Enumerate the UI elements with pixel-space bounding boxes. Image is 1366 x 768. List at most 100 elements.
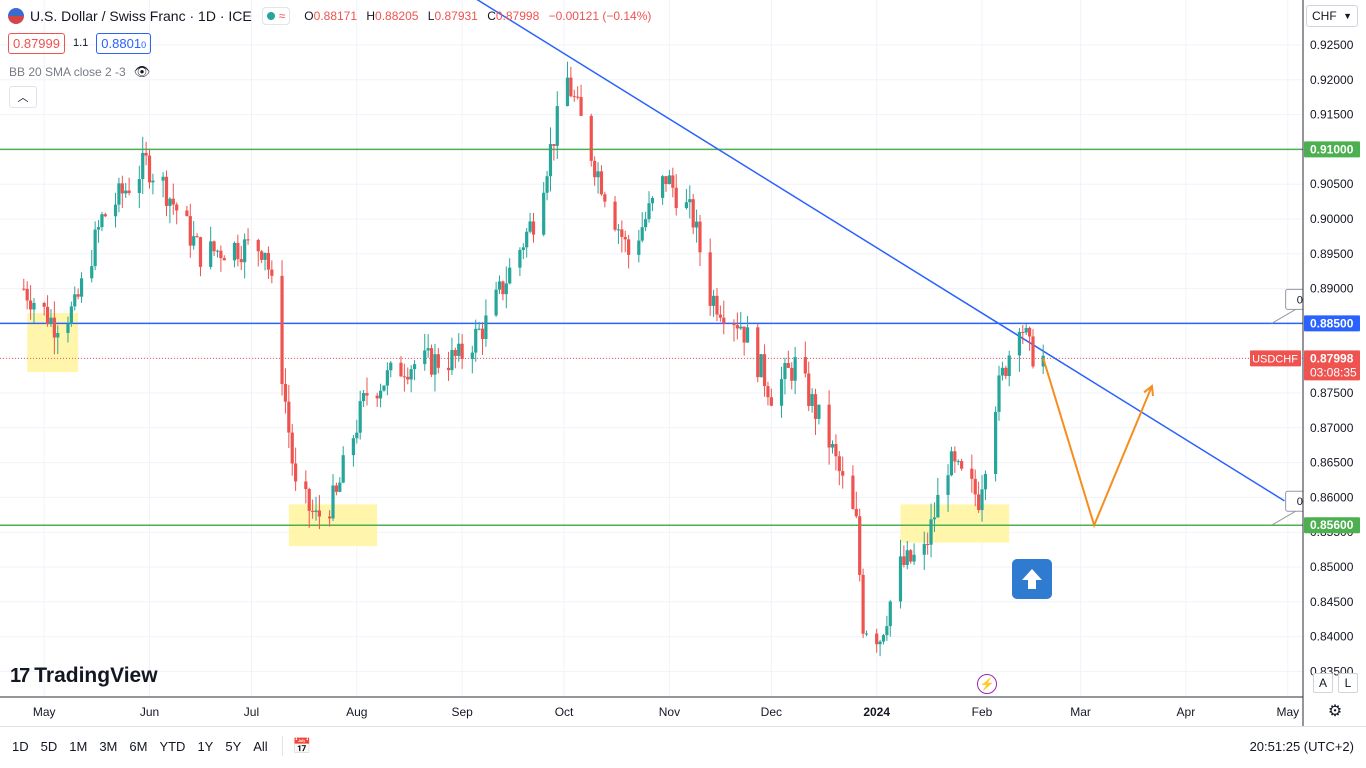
candle-body: [117, 183, 121, 205]
candle-body: [1017, 331, 1022, 356]
candle-body: [878, 641, 882, 645]
candle-body: [474, 328, 478, 353]
current-price-label: 0.87998: [1310, 351, 1354, 365]
auto-scale-button[interactable]: A: [1313, 673, 1333, 693]
currency-select[interactable]: CHF ▼: [1306, 5, 1358, 27]
candle-body: [864, 633, 869, 635]
candle-body: [280, 275, 284, 385]
range-1y-button[interactable]: 1Y: [197, 738, 214, 754]
price-axis-level-label: 0.88500: [1310, 316, 1354, 330]
candle-body: [365, 393, 369, 396]
candle-body: [100, 214, 104, 228]
candle-body: [793, 357, 797, 381]
wave-icon: ≈: [278, 9, 286, 23]
candle-body: [898, 556, 903, 602]
price-tick-label: 0.89000: [1310, 282, 1354, 296]
candle-body: [501, 281, 505, 295]
candle-body: [827, 404, 831, 448]
low-value: 0.87931: [434, 9, 478, 23]
market-status-badge[interactable]: ≈: [261, 7, 291, 25]
log-scale-button[interactable]: L: [1338, 673, 1358, 693]
candle-body: [769, 397, 773, 406]
price-tick-label: 0.90000: [1310, 212, 1354, 226]
candle-body: [766, 386, 770, 398]
candle-body: [528, 221, 532, 232]
candle-body: [317, 510, 322, 517]
candle-body: [909, 550, 913, 562]
candle-body: [593, 160, 597, 178]
price-tick-label: 0.90500: [1310, 177, 1354, 191]
candle-body: [627, 239, 631, 255]
candle-body: [739, 326, 743, 329]
candle-body: [497, 281, 502, 290]
candle-body: [756, 327, 760, 378]
price-tick-label: 0.84000: [1310, 630, 1354, 644]
candle-body: [341, 455, 345, 483]
time-tick-label: Sep: [451, 705, 473, 719]
candle-body: [861, 574, 865, 634]
range-5d-button[interactable]: 5D: [40, 738, 58, 754]
lightning-event-icon[interactable]: ⚡: [977, 674, 997, 694]
collapse-legend-button[interactable]: ︿: [9, 86, 37, 108]
range-3m-button[interactable]: 3M: [99, 738, 118, 754]
candle-body: [144, 152, 148, 156]
candle-body: [929, 519, 933, 545]
price-axis-level-tag: [1304, 517, 1360, 534]
candle-body: [576, 96, 580, 98]
range-6m-button[interactable]: 6M: [129, 738, 148, 754]
calendar-range-icon[interactable]: 📅: [292, 738, 312, 755]
candle-body: [25, 288, 29, 301]
candle-body: [783, 363, 787, 380]
candle-body: [52, 317, 56, 338]
eye-hidden-icon[interactable]: 👁: [133, 64, 151, 79]
range-1d-button[interactable]: 1D: [12, 738, 29, 754]
countdown-label: 03:08:35: [1310, 365, 1357, 379]
candle-body: [215, 250, 220, 252]
callout-pointer: [1271, 510, 1296, 526]
candle-body: [837, 456, 841, 472]
candle-body: [436, 354, 440, 368]
us-flag-icon: [8, 8, 24, 24]
toolbar-divider: [281, 736, 283, 756]
candle-body: [171, 198, 175, 205]
range-1m-button[interactable]: 1M: [69, 738, 88, 754]
candle-body: [640, 227, 644, 241]
candle-body: [708, 252, 712, 306]
candle-body: [779, 379, 784, 406]
range-all-button[interactable]: All: [253, 738, 268, 754]
tradingview-logo[interactable]: 17 TradingView: [10, 664, 158, 688]
candle-body: [623, 236, 627, 240]
buy-button[interactable]: 0.88010: [96, 32, 152, 54]
support-zone-highlight: [900, 504, 1010, 543]
candle-body: [994, 411, 998, 474]
symbol-title[interactable]: U.S. Dollar / Swiss Franc · 1D · ICE: [30, 8, 252, 24]
sell-button[interactable]: 0.87999: [8, 32, 65, 54]
candle-body: [124, 190, 128, 194]
trend-line: [476, 0, 1285, 502]
candle-body: [956, 461, 960, 463]
candle-body: [290, 432, 294, 464]
candle-body: [304, 481, 308, 490]
chevron-down-icon: ▼: [1343, 11, 1352, 21]
time-tick-label: Oct: [555, 705, 574, 719]
bid-ask-panel: 0.87999 1.1 0.88010: [8, 32, 152, 54]
candle-body: [548, 144, 553, 177]
time-tick-label: May: [1277, 705, 1300, 719]
candle-body: [378, 390, 383, 399]
range-ytd-button[interactable]: YTD: [159, 738, 186, 754]
settings-gear-icon[interactable]: ⚙: [1327, 703, 1343, 720]
chevron-up-icon: ︿: [17, 92, 29, 104]
indicator-legend[interactable]: BB 20 SMA close 2 -3 👁: [9, 64, 150, 80]
candle-body: [168, 198, 172, 206]
range-5y-button[interactable]: 5Y: [225, 738, 242, 754]
candle-body: [433, 354, 437, 375]
candle-body: [239, 259, 243, 263]
candle-body: [79, 278, 84, 297]
candle-body: [103, 214, 107, 217]
candle-body: [637, 240, 641, 255]
clock-timezone[interactable]: 20:51:25 (UTC+2): [1249, 738, 1354, 754]
candle-body: [620, 229, 624, 237]
candle-body: [73, 294, 77, 307]
close-value: 0.87998: [495, 9, 540, 23]
